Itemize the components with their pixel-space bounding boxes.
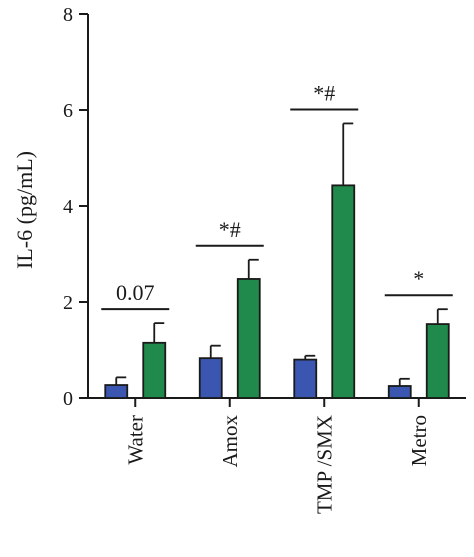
significance-label: *# bbox=[313, 80, 335, 105]
y-tick-label: 8 bbox=[63, 4, 73, 26]
y-tick-label: 4 bbox=[63, 196, 73, 218]
bar bbox=[331, 184, 356, 399]
bar bbox=[293, 358, 318, 399]
significance-label: 0.07 bbox=[116, 280, 155, 305]
category-label: Water bbox=[123, 415, 147, 465]
y-tick-label: 6 bbox=[63, 100, 73, 122]
significance-label: * bbox=[413, 266, 424, 291]
bar bbox=[236, 278, 261, 399]
bar bbox=[104, 384, 129, 399]
category-label: Amox bbox=[218, 415, 242, 468]
bar bbox=[142, 341, 167, 399]
bar bbox=[425, 323, 450, 399]
category-label: Metro bbox=[407, 415, 431, 466]
bar bbox=[387, 385, 412, 399]
y-axis-title: IL-6 (pg/mL) bbox=[12, 151, 37, 269]
bar bbox=[198, 357, 223, 399]
significance-label: *# bbox=[219, 217, 241, 242]
y-tick-label: 0 bbox=[63, 388, 73, 410]
category-label: TMP /SMX bbox=[312, 415, 336, 514]
y-tick-label: 2 bbox=[63, 292, 73, 314]
